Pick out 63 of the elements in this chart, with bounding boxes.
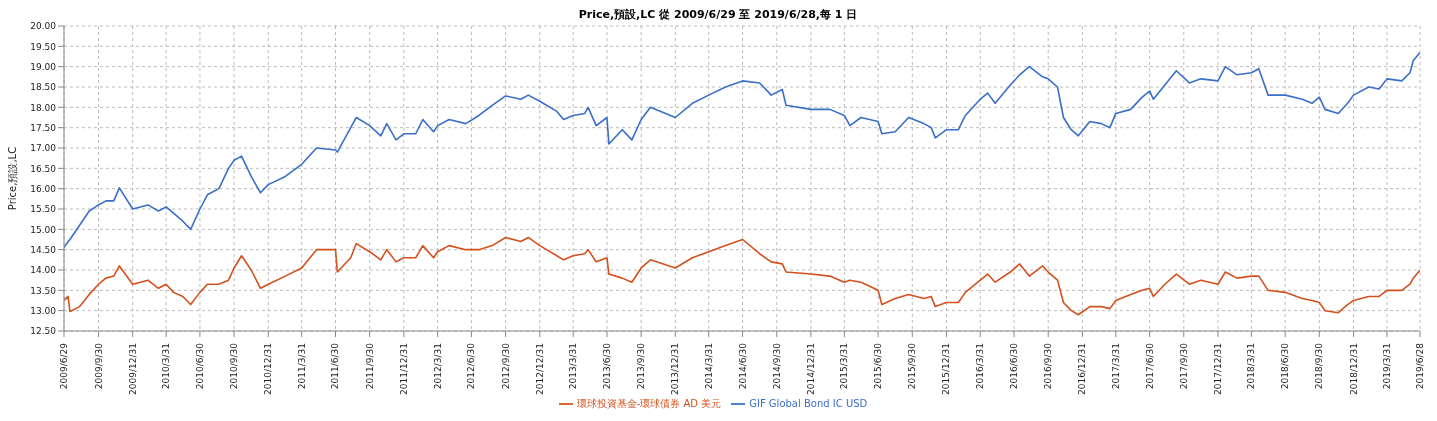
line-series [64, 236, 1420, 316]
x-tick-label: 2010/6/30 [194, 342, 205, 390]
x-tick-label: 2018/12/31 [1348, 343, 1359, 395]
y-tick-label: 17.00 [30, 143, 57, 154]
line-series [64, 51, 1420, 249]
x-tick-label: 2010/3/31 [161, 343, 172, 390]
x-tick-label: 2012/3/31 [432, 343, 443, 390]
y-tick-label: 19.50 [30, 41, 57, 52]
x-tick-label: 2016/6/30 [1009, 342, 1020, 390]
x-tick-label: 2017/6/30 [1144, 342, 1155, 390]
x-tick-label: 2013/3/31 [568, 343, 579, 390]
chart-title: Price,預設,LC 從 2009/6/29 至 2019/6/28,每 1 日 [577, 8, 859, 22]
x-tick-label: 2011/6/30 [330, 342, 341, 390]
x-tick-label: 2018/6/30 [1280, 342, 1291, 390]
x-tick-label: 2012/12/31 [534, 343, 545, 395]
x-tick-label: 2013/6/30 [601, 342, 612, 390]
x-tick-label: 2019/3/31 [1381, 343, 1392, 390]
legend-label: GIF Global Bond IC USD [749, 398, 868, 409]
x-tick-label: 2014/3/31 [703, 343, 714, 390]
x-tick-label: 2017/3/31 [1110, 343, 1121, 390]
y-tick-label: 15.00 [30, 224, 57, 235]
x-tick-label: 2009/12/31 [127, 343, 138, 395]
y-tick-label: 13.50 [30, 285, 57, 296]
x-tick-label: 2017/12/31 [1212, 343, 1223, 395]
x-tick-label: 2012/9/30 [500, 342, 511, 390]
x-tick-label: 2011/3/31 [296, 343, 307, 390]
x-tick-label: 2016/3/31 [975, 343, 986, 390]
x-tick-label: 2014/12/31 [805, 343, 816, 395]
x-tick-label: 2015/9/30 [907, 342, 918, 390]
x-tick-label: 2015/6/30 [873, 342, 884, 390]
x-tick-label: 2016/9/30 [1043, 342, 1054, 390]
y-tick-label: 14.50 [30, 244, 57, 255]
y-tick-label: 16.50 [30, 163, 57, 174]
x-tick-label: 2019/6/28 [1415, 342, 1425, 390]
x-tick-label: 2009/9/30 [93, 342, 104, 390]
y-tick-label: 18.50 [30, 82, 57, 93]
x-tick-label: 2014/9/30 [771, 342, 782, 390]
x-tick-label: 2009/6/29 [59, 342, 69, 390]
x-tick-label: 2013/12/31 [670, 343, 681, 395]
y-tick-label: 18.00 [30, 102, 57, 113]
y-tick-label: 20.00 [30, 21, 57, 32]
x-tick-label: 2016/12/31 [1077, 343, 1088, 395]
x-tick-label: 2013/9/30 [636, 342, 647, 390]
x-tick-label: 2011/12/31 [398, 343, 409, 395]
x-tick-label: 2010/12/31 [263, 343, 274, 395]
y-tick-label: 15.50 [30, 204, 57, 215]
y-tick-label: 14.00 [30, 265, 57, 276]
x-tick-label: 2014/6/30 [737, 342, 748, 390]
y-tick-label: 12.50 [30, 326, 57, 337]
x-tick-label: 2017/9/30 [1178, 342, 1189, 390]
y-tick-label: 16.00 [30, 183, 57, 194]
x-tick-label: 2018/3/31 [1246, 343, 1257, 390]
x-tick-label: 2018/9/30 [1314, 342, 1325, 390]
x-tick-label: 2011/9/30 [364, 342, 375, 390]
x-tick-label: 2012/6/30 [466, 342, 477, 390]
y-tick-label: 13.00 [30, 305, 57, 316]
x-tick-label: 2015/12/31 [941, 343, 952, 395]
legend-label: 環球投資基金-環球債券 AD 美元 [576, 398, 722, 409]
y-axis-title: Price,預設,LC [6, 146, 18, 211]
x-tick-label: 2010/9/30 [229, 342, 240, 390]
x-tick-label: 2015/3/31 [839, 343, 850, 390]
y-tick-label: 17.50 [30, 122, 57, 133]
y-tick-label: 19.00 [30, 61, 57, 72]
